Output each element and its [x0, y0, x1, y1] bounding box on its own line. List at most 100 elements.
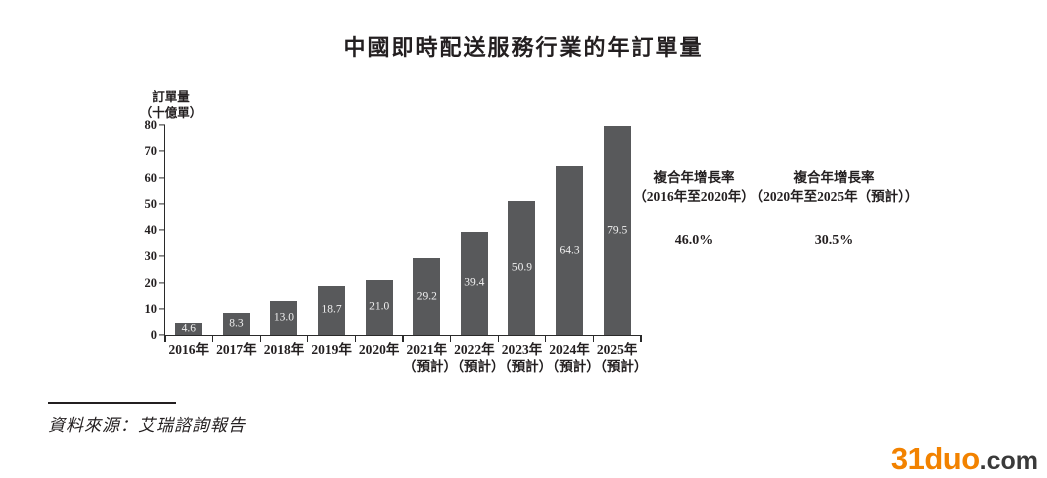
watermark-suffix: .com [979, 447, 1038, 475]
bar: 50.9 [508, 201, 536, 335]
bar-value-label: 21.0 [369, 300, 390, 313]
y-tick-label: 80 [144, 117, 158, 132]
bar-value-label: 64.3 [559, 243, 580, 256]
x-axis-label-forecast: （預計） [498, 358, 553, 374]
bar-cell: 64.3 2024年 （預計） [546, 125, 600, 374]
x-axis-label: 2023年 （預計） [498, 342, 553, 376]
y-tick-label: 30 [144, 249, 158, 263]
y-tick-label: 60 [144, 170, 158, 185]
bar-value-label: 13.0 [273, 311, 295, 324]
x-axis-label-year: 2018年 [263, 342, 305, 357]
y-tick-mark [159, 176, 165, 179]
cagr-block-2016-2020: 複合年增長率 （2016年至2020年） 46.0% [579, 169, 809, 250]
bar-value-label: 8.3 [229, 317, 244, 330]
watermark-logo: 31duo.com [891, 443, 1038, 474]
y-tick-mark [159, 281, 165, 284]
y-tick-label: 50 [144, 196, 158, 211]
x-tick-mark [354, 335, 356, 342]
x-axis-label: 2020年 [355, 342, 403, 359]
x-tick-mark [164, 335, 166, 342]
x-axis-label-forecast: （預計） [402, 358, 457, 374]
bars-layer: 4.6 2016年 8.3 2017年 13.0 2018年 18.7 2019年 21.0 20… [165, 125, 647, 374]
x-tick-mark [592, 335, 594, 342]
x-tick-mark [497, 335, 499, 342]
x-axis-label: 2018年 [260, 342, 308, 359]
bar: 64.3 [556, 166, 584, 335]
bar-cell: 4.6 2016年 [165, 125, 213, 357]
bar: 21.0 [365, 279, 393, 335]
bar: 18.7 [318, 285, 346, 335]
y-tick-mark [159, 308, 165, 310]
source-text: 資料來源：艾瑞諮詢報告 [48, 416, 246, 435]
watermark-brand: 31duo [890, 441, 980, 476]
bar-cell: 29.2 2021年 （預計） [403, 125, 457, 374]
bar-cell: 8.3 2017年 [213, 125, 261, 357]
bar: 29.2 [413, 258, 441, 335]
x-tick-mark [450, 335, 452, 342]
x-axis-label-forecast: （預計） [450, 358, 505, 374]
y-tick-mark [159, 255, 165, 257]
y-tick-label: 70 [144, 144, 158, 158]
bar-value-label: 4.6 [181, 322, 196, 335]
y-tick-mark [159, 124, 165, 126]
bar-value-label: 18.7 [321, 303, 342, 316]
x-axis-label-year: 2025年 [596, 342, 638, 357]
y-axis-title-line1: 訂單量 [152, 90, 190, 104]
bar-cell: 18.7 2019年 [308, 125, 356, 357]
x-axis-label-forecast: （預計） [545, 358, 600, 374]
y-tick-label: 0 [150, 327, 157, 342]
cagr-heading-line2: （2020年至2025年（預計）） [749, 188, 919, 204]
y-tick-mark [159, 229, 165, 231]
cagr-heading-line1: 複合年增長率 [653, 170, 735, 185]
x-tick-mark [402, 335, 404, 342]
x-axis-label: 2021年 （預計） [402, 342, 457, 376]
bar: 8.3 [222, 313, 250, 335]
cagr-value: 30.5% [814, 232, 854, 248]
y-tick-label: 40 [144, 222, 158, 237]
x-axis-label-year: 2024年 [549, 342, 590, 357]
x-axis-label-year: 2021年 [406, 342, 448, 357]
bar-cell: 13.0 2018年 [260, 125, 308, 357]
plot-area: 0 10 20 30 40 50 60 70 80 4.6 2016年 8.3 2017年 13.0 20… [145, 119, 648, 374]
bar: 79.5 [603, 126, 631, 335]
x-axis-label-year: 2023年 [501, 342, 543, 357]
cagr-heading-line1: 複合年增長率 [793, 170, 875, 185]
bar-cell: 39.4 2022年 （預計） [451, 125, 505, 374]
x-axis-label: 2022年 （預計） [450, 342, 505, 376]
x-axis-label: 2025年 （預計） [593, 342, 648, 376]
cagr-heading-line2: （2016年至2020年） [633, 188, 755, 204]
x-tick-mark [212, 335, 214, 342]
y-tick-label: 10 [144, 301, 158, 316]
bar-cell: 79.5 2025年 （預計） [593, 125, 647, 374]
bar: 13.0 [270, 300, 298, 335]
cagr-block-2020-2025: 複合年增長率 （2020年至2025年（預計）） 30.5% [719, 169, 949, 250]
cagr-value: 46.0% [674, 232, 714, 248]
bar-cell: 50.9 2023年 （預計） [498, 125, 552, 374]
x-axis-label-year: 2019年 [311, 342, 352, 357]
x-tick-mark [307, 335, 309, 342]
y-axis-title: 訂單量 （十億單） [132, 90, 210, 121]
x-tick-mark [259, 335, 261, 342]
x-axis-label-year: 2022年 [454, 342, 495, 357]
y-axis-title-line2: （十億單） [139, 105, 203, 120]
x-axis-label: 2024年 （預計） [545, 342, 600, 376]
bar-value-label: 29.2 [416, 289, 437, 302]
bar: 39.4 [460, 231, 488, 335]
source-divider [48, 402, 176, 404]
bar-value-label: 39.4 [464, 276, 485, 289]
x-tick-mark [640, 335, 642, 342]
x-axis-label-year: 2017年 [216, 342, 257, 357]
x-tick-mark [545, 335, 547, 342]
chart-title: 中國即時配送服務行業的年訂單量 [343, 35, 704, 60]
bar-cell: 21.0 2020年 [355, 125, 403, 357]
x-axis-label-forecast: （預計） [593, 358, 648, 374]
bar-value-label: 50.9 [511, 261, 533, 274]
x-axis-label: 2016年 [165, 342, 213, 359]
x-axis-label-year: 2016年 [168, 342, 210, 357]
x-axis-label-year: 2020年 [358, 342, 400, 357]
y-tick-label: 20 [144, 275, 158, 290]
x-axis-label: 2017年 [213, 342, 261, 359]
x-axis-label: 2019年 [308, 342, 356, 359]
y-tick-mark [159, 334, 165, 336]
y-tick-mark [159, 203, 165, 205]
